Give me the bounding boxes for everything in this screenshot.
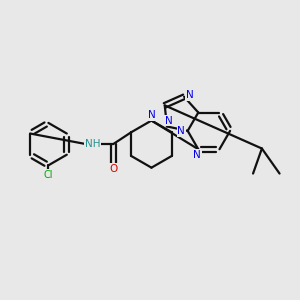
Text: N: N [148, 110, 155, 120]
Text: NH: NH [85, 139, 100, 149]
Text: N: N [193, 149, 201, 160]
Text: O: O [109, 164, 117, 173]
Text: N: N [185, 90, 193, 100]
Text: Cl: Cl [44, 170, 53, 180]
Text: N: N [164, 116, 172, 126]
Text: N: N [177, 126, 185, 136]
